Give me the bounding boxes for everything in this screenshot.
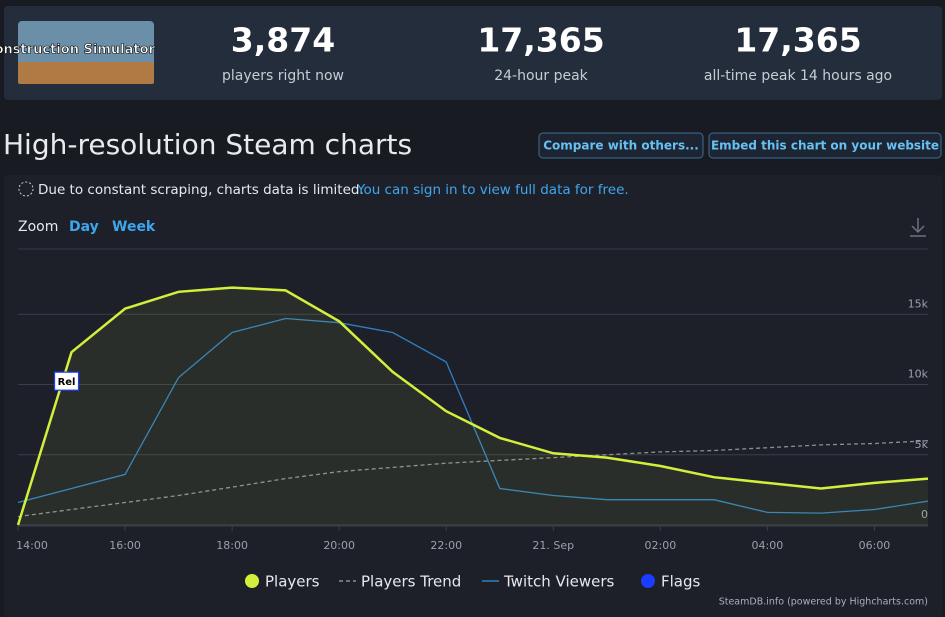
series-line <box>16 286 929 526</box>
notice-text: Due to constant scraping, charts data is… <box>38 182 364 198</box>
x-tick-label: 21. Sep <box>532 539 574 552</box>
page-title: High-resolution Steam charts <box>3 128 412 161</box>
flag <box>53 371 80 391</box>
y-tick-label: 15k <box>908 297 929 310</box>
zoom-option[interactable]: Week <box>112 219 156 235</box>
button-label[interactable]: Compare with others... <box>543 139 699 153</box>
legend-label[interactable]: Flags <box>661 573 701 591</box>
button[interactable] <box>538 132 704 159</box>
x-tick-label: 06:00 <box>859 539 891 552</box>
legend-marker <box>245 574 259 588</box>
button-label[interactable]: Embed this chart on your website <box>711 139 939 153</box>
credit: SteamDB.info (powered by Highcharts.com) <box>719 597 928 608</box>
x-tick-label: 16:00 <box>109 539 141 552</box>
button[interactable] <box>708 132 942 159</box>
x-tick-label: 18:00 <box>216 539 248 552</box>
stat-label: all-time peak 14 hours ago <box>704 68 892 84</box>
zoom-option[interactable]: Day <box>69 219 99 235</box>
x-tick-label: 14:00 <box>16 539 48 552</box>
logo-ground <box>18 62 154 84</box>
legend-label[interactable]: Players Trend <box>361 573 461 591</box>
notice-link[interactable]: You can sign in to view full data for fr… <box>356 182 629 198</box>
y-tick-label: 0 <box>921 508 928 521</box>
y-tick-label: 10k <box>908 368 929 381</box>
x-tick-label: 04:00 <box>752 539 784 552</box>
stat-label: 24-hour peak <box>494 68 588 84</box>
x-tick-label: 20:00 <box>323 539 355 552</box>
series-line <box>17 440 929 518</box>
x-tick-label: 22:00 <box>430 539 462 552</box>
zoom-label: Zoom <box>18 219 58 235</box>
stat-label: players right now <box>222 68 344 84</box>
series-area <box>18 287 928 525</box>
stats-panel <box>4 6 942 100</box>
legend-label[interactable]: Players <box>265 573 320 591</box>
stat-value: 3,874 <box>231 21 335 60</box>
stat-value: 17,365 <box>734 21 861 60</box>
download-icon[interactable] <box>910 218 926 237</box>
chart-panel <box>4 175 942 617</box>
flag-label: Rel <box>58 377 76 388</box>
stat-value: 17,365 <box>477 21 604 60</box>
legend-label[interactable]: Twitch Viewers <box>503 573 615 591</box>
legend-marker <box>641 574 655 588</box>
logo-text: Construction Simulator <box>0 43 156 58</box>
y-tick-label: 5k <box>915 438 929 451</box>
x-tick-label: 02:00 <box>645 539 677 552</box>
notice-icon <box>18 181 34 197</box>
